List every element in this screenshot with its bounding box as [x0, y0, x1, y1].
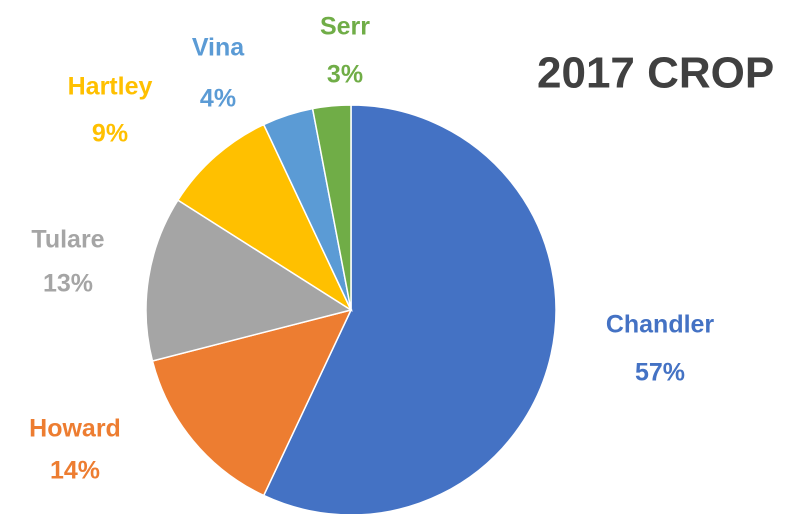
slice-value-label: 57%: [635, 359, 685, 387]
slice-label: Tulare: [31, 226, 104, 254]
pie-slice: [145, 199, 353, 362]
slice-label: Hartley: [68, 73, 153, 101]
slice-label: Serr: [320, 13, 370, 41]
slice-label: Howard: [29, 415, 121, 443]
pie-slice: [176, 123, 353, 313]
slice-value-label: 4%: [200, 85, 236, 113]
slice-value-label: 13%: [43, 270, 93, 298]
pie-slice: [151, 308, 353, 497]
pie-slice: [262, 104, 557, 514]
slice-value-label: 3%: [327, 61, 363, 89]
slice-value-label: 9%: [92, 120, 128, 148]
pie-slice: [311, 104, 352, 311]
slice-label: Vina: [192, 34, 245, 62]
slice-label: Chandler: [606, 311, 715, 339]
slice-value-label: 14%: [50, 457, 100, 485]
chart-title: 2017 CROP: [537, 49, 774, 98]
